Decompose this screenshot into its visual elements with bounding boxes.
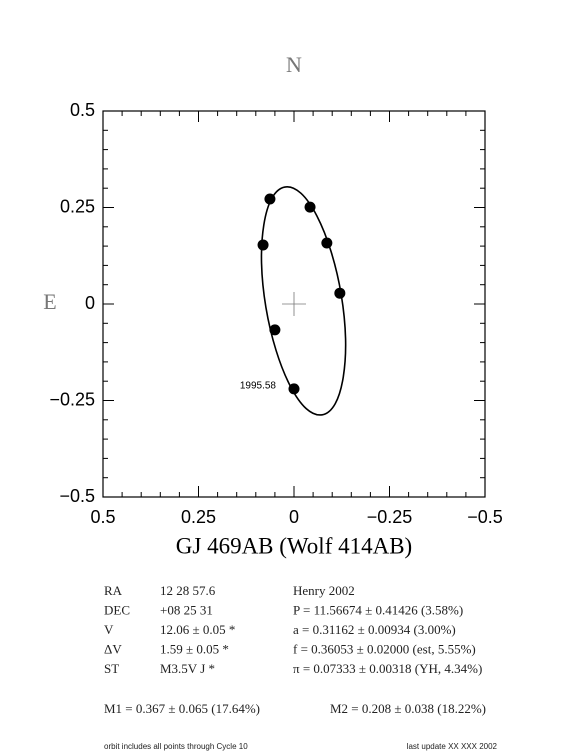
info-cell: f = 0.36053 ± 0.02000 (est, 5.55%) — [293, 641, 476, 656]
info-cell: DEC — [104, 602, 130, 617]
info-cell: +08 25 31 — [160, 602, 213, 617]
x-tick-label: 0.25 — [181, 507, 216, 527]
y-tick-label: −0.5 — [59, 486, 95, 506]
mass: M1 = 0.367 ± 0.065 (17.64%) — [104, 701, 260, 716]
y-tick-label: 0 — [85, 293, 95, 313]
info-cell: 12 28 57.6 — [160, 583, 216, 598]
info-cell: π = 0.07333 ± 0.00318 (YH, 4.34%) — [293, 661, 482, 676]
y-tick-label: −0.25 — [49, 389, 95, 409]
y-tick-label: 0.5 — [70, 100, 95, 120]
info-cell: ΔV — [104, 641, 122, 656]
info-cell: 12.06 ± 0.05 * — [160, 622, 235, 637]
info-cell: ST — [104, 661, 119, 676]
north-label: N — [286, 52, 302, 77]
observation-point — [257, 239, 269, 251]
mass: M2 = 0.208 ± 0.038 (18.22%) — [330, 701, 486, 716]
observation-point — [264, 193, 276, 205]
x-axis-label: GJ 469AB (Wolf 414AB) — [176, 533, 412, 558]
observation-point — [269, 324, 281, 336]
info-cell: M3.5V J * — [160, 661, 215, 676]
x-tick-label: −0.25 — [367, 507, 413, 527]
info-cell: a = 0.31162 ± 0.00934 (3.00%) — [293, 622, 456, 637]
info-cell: RA — [104, 583, 123, 598]
annotation: 1995.58 — [240, 381, 277, 392]
info-cell: 1.59 ± 0.05 * — [160, 641, 229, 656]
footer-note: orbit includes all points through Cycle … — [104, 742, 248, 751]
info-cell: P = 11.56674 ± 0.41426 (3.58%) — [293, 602, 463, 617]
observation-point — [304, 201, 316, 213]
x-tick-label: −0.5 — [467, 507, 503, 527]
footer-note: last update XX XXX 2002 — [407, 742, 498, 751]
info-block: RA 12 28 57.6 Henry 2002 DEC +08 25 31 P = 11… — [104, 583, 498, 751]
info-cell: V — [104, 622, 114, 637]
info-cell: Henry 2002 — [293, 583, 355, 598]
y-tick-label: 0.25 — [60, 196, 95, 216]
observation-point — [288, 383, 300, 395]
observation-point — [321, 237, 333, 249]
observation-point — [334, 287, 346, 299]
x-tick-label: 0.5 — [90, 507, 115, 527]
east-label: E — [43, 289, 56, 314]
x-tick-label: 0 — [289, 507, 299, 527]
